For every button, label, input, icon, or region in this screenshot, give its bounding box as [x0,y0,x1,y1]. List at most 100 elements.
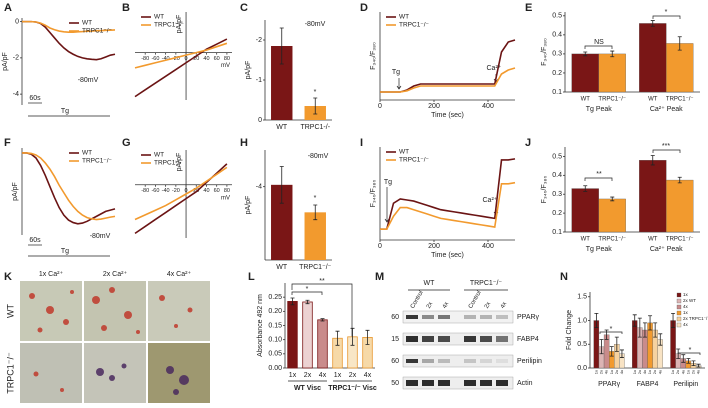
panel-label: H [240,137,248,149]
legend-label: WT [154,14,164,21]
x-tick-label: 0 [185,188,188,194]
error-bar [320,318,325,322]
group-label: Tg Peak [586,246,613,253]
column-label: 4x Ca²⁺ [167,271,192,278]
annotation: 60s [29,95,41,102]
marker-label: 60 [391,314,399,321]
bracket [291,283,353,340]
annotation: ** [319,278,325,285]
protein-label: PPARγ [517,314,540,321]
panel-label: I [360,137,363,149]
annotation: Tg [392,69,400,76]
bracket [652,149,681,153]
error-bar [676,348,681,359]
y-axis-label: pA/pF [176,15,183,34]
bar-label: 1x [670,370,675,374]
bracket [291,291,323,295]
panel-label: K [4,271,12,283]
bar [598,53,626,93]
bracket [599,331,623,334]
arrow [384,187,390,223]
legend-label: WT [82,150,92,157]
error-bar [681,354,686,363]
annotation: Tg [61,108,69,115]
bar-label: 1x [593,370,598,374]
x-tick-label: 0 [378,243,382,250]
y-axis-label: pA/pF [176,153,183,172]
y-axis-label: pA/pF [12,182,19,201]
blot-strip [402,310,514,324]
error-bar [610,196,615,202]
legend-label: 4x [683,304,689,309]
group-label: FABP4 [637,381,659,388]
bar [271,184,293,260]
lane-label: Control [468,290,483,310]
y-tick-label: 0.2 [552,70,562,77]
y-tick-label: -2 [13,55,19,62]
legend-label: 2x WT [683,298,696,303]
bar [271,46,293,120]
annotation: * [610,326,613,333]
x-tick-label: 4x [319,372,327,379]
error-bar [696,363,701,368]
line-series [22,152,116,221]
x-axis-label: mV [221,195,230,201]
y-tick-label: 1.0 [577,317,587,324]
annotation: NS [594,39,604,46]
x-tick-label: 2x [304,372,312,379]
annotation: * [689,347,692,354]
error-bar [335,330,340,346]
panel-label: N [560,271,568,283]
bar-label: TRPC1⁻/⁻ [666,97,694,103]
bar-label: 2x [614,370,619,374]
bar [666,43,694,93]
line-series [134,42,228,69]
error-bar [637,317,642,338]
bar-label: 2x [637,370,642,374]
bar-label: 2x [599,370,604,374]
error-bar [365,329,370,345]
error-bar [650,20,655,27]
protein-label: Actin [517,380,533,387]
bar-label: 4x [680,370,685,374]
annotation: *** [662,143,670,150]
error-bar [677,176,682,184]
error-bar [632,314,637,327]
error-bar [599,339,604,355]
bar-label: WT [581,97,591,103]
x-tick-label: 0 [378,103,382,110]
column-label: 2x Ca²⁺ [103,271,128,278]
legend-label: 2x TRPC1⁻/⁻ [683,316,708,321]
line-series [22,152,116,225]
x-tick-label: 1x [334,372,342,379]
error-bar [650,155,655,166]
panel-label: M [375,271,384,283]
legend-label: WT [154,152,164,159]
bar-label: 2x [675,370,680,374]
bar-label: 4x [642,370,647,374]
x-tick-label: -40 [162,188,170,194]
y-tick-label: 0.4 [552,32,562,39]
image-cell [148,281,210,341]
legend-label: TRPC1⁻/⁻ [399,22,430,29]
x-tick-label: 0 [185,56,188,62]
bar [287,301,298,369]
bracket [652,15,681,19]
x-tick-label: TRPC1-/- [300,124,330,131]
bar [632,320,638,369]
error-bar [350,327,355,346]
annotation: -80mV [305,21,326,28]
bands [406,315,508,386]
legend-label: WT [399,149,409,156]
error-bar [614,336,619,352]
image-cell [148,343,210,403]
arrow [396,78,402,90]
error-bar [671,312,676,329]
y-tick-label: 0.3 [552,51,562,58]
error-bar [279,27,284,65]
y-tick-label: 0.2 [552,210,562,217]
error-bar [686,358,691,364]
legend-swatch [676,316,682,322]
legend-swatch [676,310,682,316]
x-tick-label: -60 [151,188,159,194]
